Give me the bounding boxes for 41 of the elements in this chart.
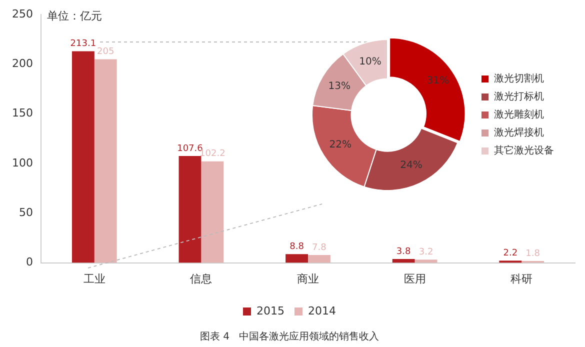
legend-label: 激光雕刻机 <box>494 108 544 121</box>
data-label: 1.8 <box>526 248 540 259</box>
x-tick-label: 工业 <box>83 272 106 286</box>
legend-label: 激光焊接机 <box>494 126 544 139</box>
y-axis-title: 单位：亿元 <box>46 9 102 22</box>
y-tick-label: 100 <box>12 156 33 170</box>
text: 图表 4 中国各激光应用领域的销售收入 <box>200 330 380 343</box>
data-label: 7.8 <box>312 242 327 253</box>
legend-label: 其它激光设备 <box>494 144 554 157</box>
x-tick-label: 信息 <box>190 272 212 286</box>
legend-label: 激光打标机 <box>494 90 544 103</box>
y-tick-label: 0 <box>26 256 33 269</box>
legend-label: 2014 <box>308 304 336 318</box>
x-tick-label: 医用 <box>404 272 426 286</box>
y-tick-label: 250 <box>12 7 33 20</box>
bar <box>72 51 94 263</box>
bar <box>286 254 308 263</box>
y-tick-label: 200 <box>12 57 33 70</box>
bar <box>414 260 438 263</box>
data-label: 8.8 <box>290 242 304 252</box>
data-label: 31% <box>426 75 449 86</box>
data-label: 2.2 <box>503 248 518 258</box>
x-tick-label: 科研 <box>510 272 533 286</box>
legend-label: 激光切割机 <box>494 72 544 85</box>
data-label: 3.2 <box>418 247 434 258</box>
bar <box>201 161 224 263</box>
data-label: 22% <box>329 140 352 151</box>
bar <box>392 259 415 263</box>
y-tick-label: 50 <box>18 206 33 220</box>
data-label: 24% <box>400 160 422 172</box>
data-label: 13% <box>328 81 351 92</box>
data-label: 205 <box>97 47 114 58</box>
bar <box>308 255 330 263</box>
data-label: 3.8 <box>396 246 412 257</box>
y-tick-label: 150 <box>12 106 33 120</box>
data-label: 213.1 <box>70 39 96 50</box>
bar <box>94 59 117 263</box>
bar <box>178 156 202 263</box>
data-label: 10% <box>359 56 382 68</box>
legend-label: 2015 <box>256 304 285 318</box>
x-tick-label: 商业 <box>297 272 319 286</box>
